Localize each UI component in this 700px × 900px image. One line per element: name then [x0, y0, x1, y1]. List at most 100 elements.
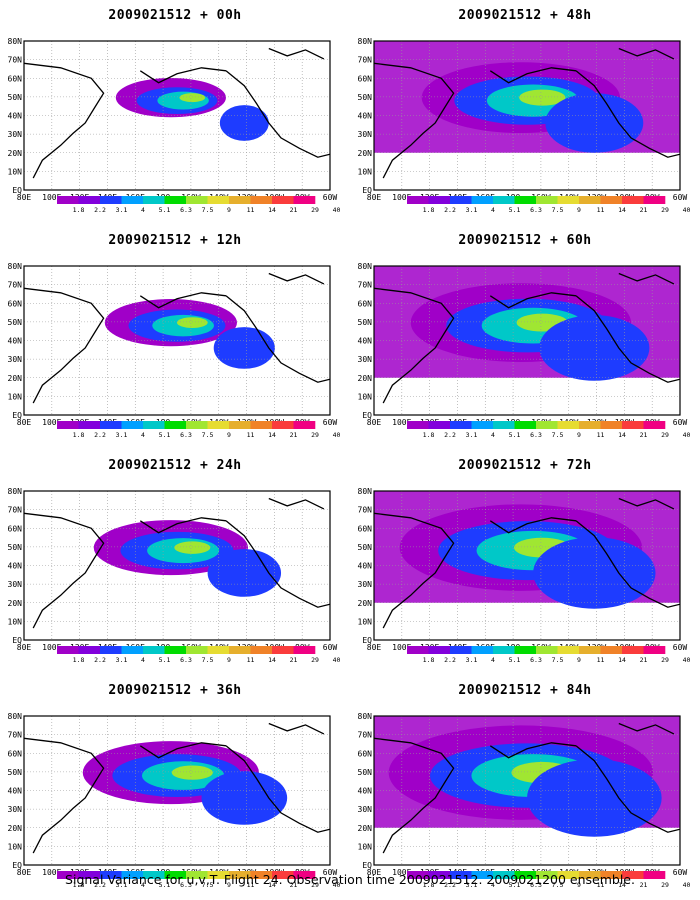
colorbar-swatch [493, 196, 515, 204]
colorbar-label: 6.3 [180, 431, 192, 439]
colorbar: 1.8 2.2 3.1 4 5.1 6.3 7.5 9 11 14 21 29 40 [57, 871, 340, 889]
map-frame [373, 40, 681, 191]
colorbar-swatch [407, 421, 429, 429]
colorbar-label: 29 [311, 206, 319, 214]
colorbar-label: 40 [333, 881, 341, 889]
colorbar-swatch [514, 196, 537, 204]
gridlines [374, 41, 680, 190]
colorbar-swatch [229, 196, 251, 204]
colorbar-swatch [514, 421, 537, 429]
colorbar-label: 2.2 [94, 431, 106, 439]
colorbar-swatch [407, 646, 429, 654]
map-plot: 80N70N60N50N40N30N20N10NEQ80E100E120E140… [8, 37, 341, 214]
map-plot: 80N70N60N50N40N30N20N10NEQ80E100E120E140… [358, 487, 691, 664]
variance-region [519, 89, 566, 106]
colorbar-swatch [100, 646, 122, 654]
colorbar-swatch [579, 871, 601, 879]
lat-tick-label: 10N [358, 167, 373, 176]
colorbar-swatch [272, 871, 294, 879]
lat-tick-label: 10N [358, 842, 373, 851]
colorbar-swatch [514, 871, 537, 879]
variance-region [219, 105, 269, 141]
lat-tick-label: 60N [358, 299, 373, 308]
colorbar: 1.8 2.2 3.1 4 5.1 6.3 7.5 9 11 14 21 29 40 [57, 646, 340, 664]
lat-tick-label: 60N [358, 74, 373, 83]
colorbar-swatch [164, 421, 187, 429]
lat-tick-label: 50N [8, 543, 23, 552]
colorbar-swatch [143, 421, 165, 429]
colorbar-label: 5.1 [509, 431, 521, 439]
colorbar-swatch [622, 196, 644, 204]
colorbar-label: 7.5 [552, 206, 564, 214]
panel-title: 2009021512 + 12h [108, 233, 242, 248]
colorbar-swatch [643, 421, 666, 429]
lat-tick-label: 60N [8, 524, 23, 533]
lat-tick-label: 50N [358, 318, 373, 327]
colorbar-swatch [78, 196, 101, 204]
lat-tick-label: 70N [8, 56, 23, 65]
variance-region [213, 327, 275, 369]
colorbar-swatch [164, 646, 187, 654]
colorbar-label: 3.1 [116, 881, 128, 889]
colorbar-swatch [57, 871, 79, 879]
colorbar-swatch [186, 196, 208, 204]
colorbar-swatch [428, 646, 451, 654]
colorbar-swatch [557, 196, 580, 204]
colorbar-swatch [428, 196, 451, 204]
map-frame [373, 265, 681, 416]
colorbar-swatch [164, 871, 187, 879]
colorbar-label: 1.8 [423, 656, 435, 664]
colorbar-label: 3.1 [466, 656, 478, 664]
colorbar-label: 21 [640, 206, 648, 214]
colorbar-label: 11 [247, 881, 255, 889]
colorbar-label: 5.1 [159, 881, 171, 889]
lat-tick-label: 10N [358, 617, 373, 626]
colorbar-swatch [407, 871, 429, 879]
colorbar-swatch [78, 421, 101, 429]
colorbar-swatch [471, 421, 494, 429]
colorbar-label: 7.5 [552, 881, 564, 889]
colorbar-swatch [229, 871, 251, 879]
lat-tick-label: 20N [358, 374, 373, 383]
colorbar-label: 14 [618, 206, 626, 214]
lat-tick-label: EQ [362, 861, 372, 870]
colorbar: 1.8 2.2 3.1 4 5.1 6.3 7.5 9 11 14 21 29 40 [57, 421, 340, 439]
colorbar-swatch [493, 871, 515, 879]
lat-tick-label: 40N [358, 337, 373, 346]
colorbar-swatch [164, 196, 187, 204]
lon-tick-label: 80E [17, 418, 32, 427]
colorbar-swatch [250, 871, 273, 879]
map-panel: 2009021512 + 00h 80N 70N 60N 50N 40N 30N 20N 10N… [0, 0, 350, 225]
colorbar-swatch [428, 871, 451, 879]
coastlines [24, 722, 330, 854]
colorbar-label: 21 [290, 431, 298, 439]
colorbar-label: 11 [597, 656, 605, 664]
map-frame [373, 490, 681, 641]
colorbar-label: 3.1 [466, 431, 478, 439]
colorbar-swatch [207, 421, 230, 429]
gridlines [374, 716, 680, 865]
colorbar-swatch [600, 421, 623, 429]
lat-tick-label: EQ [12, 636, 22, 645]
lat-tick-label: 10N [8, 617, 23, 626]
variance-shading [374, 716, 680, 837]
colorbar-label: 2.2 [94, 881, 106, 889]
colorbar-swatch [428, 421, 451, 429]
lat-tick-label: 20N [8, 374, 23, 383]
map-plot: 80N70N60N50N40N30N20N10NEQ80E100E120E140… [358, 262, 691, 439]
colorbar-label: 21 [640, 881, 648, 889]
variance-region [179, 93, 206, 103]
colorbar-label: 1.8 [73, 206, 85, 214]
colorbar-swatch [579, 421, 601, 429]
colorbar-label: 5.1 [509, 881, 521, 889]
variance-region [176, 317, 208, 328]
lon-tick-label: 100E [392, 868, 411, 877]
lon-tick-label: 80E [17, 868, 32, 877]
lon-tick-label: 100E [392, 643, 411, 652]
lat-tick-label: 30N [358, 805, 373, 814]
lon-tick-label: 80E [17, 643, 32, 652]
colorbar-swatch [57, 646, 79, 654]
colorbar-label: 9 [227, 431, 231, 439]
panel-title: 2009021512 + 36h [108, 683, 242, 698]
colorbar-label: 7.5 [552, 656, 564, 664]
